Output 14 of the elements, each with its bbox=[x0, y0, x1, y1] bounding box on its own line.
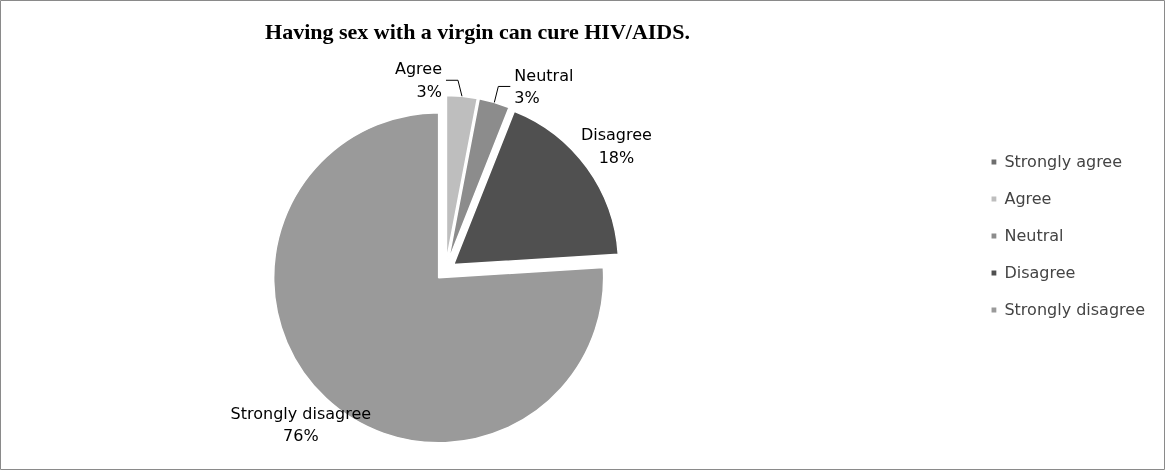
data-label: 18% bbox=[598, 148, 635, 168]
slice-label: Strongly disagree bbox=[230, 403, 372, 423]
data-label: 76% bbox=[283, 426, 319, 446]
legend-label: Strongly agree bbox=[1004, 151, 1123, 171]
legend-label: Neutral bbox=[1004, 225, 1064, 245]
data-label: 3% bbox=[416, 82, 442, 102]
slice-label: Disagree bbox=[580, 125, 652, 145]
data-label: 3% bbox=[514, 88, 540, 108]
slice-label: Neutral bbox=[514, 65, 574, 85]
slice-label: Agree bbox=[394, 59, 442, 79]
legend-label: Strongly disagree bbox=[1004, 299, 1145, 319]
legend-label: Agree bbox=[1004, 188, 1052, 208]
chart-title: Having sex with a virgin can cure HIV/AIDS. bbox=[265, 18, 690, 44]
legend-label: Disagree bbox=[1004, 262, 1076, 282]
